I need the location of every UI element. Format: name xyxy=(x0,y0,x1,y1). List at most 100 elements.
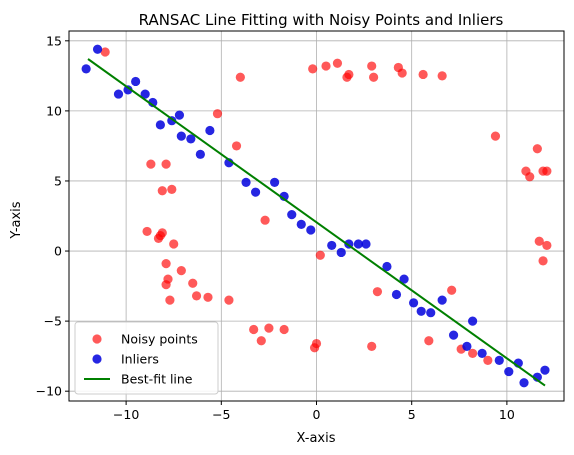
data-point xyxy=(250,187,261,197)
y-tick-label: 0 xyxy=(54,244,62,259)
data-point xyxy=(426,308,436,318)
data-point xyxy=(494,355,504,365)
data-point xyxy=(361,239,371,249)
data-point xyxy=(161,259,171,269)
data-point xyxy=(100,47,110,57)
y-tick-label: 5 xyxy=(54,173,62,188)
data-point xyxy=(332,58,343,68)
legend-entry-label: Best-fit line xyxy=(121,372,193,387)
data-point xyxy=(542,240,552,251)
data-point xyxy=(296,219,306,230)
x-tick-label: 0 xyxy=(313,407,321,422)
data-point xyxy=(279,324,289,335)
data-point xyxy=(382,261,392,272)
series-inliers xyxy=(81,44,550,388)
legend-marker xyxy=(92,334,102,344)
data-point xyxy=(306,225,316,235)
data-point xyxy=(468,348,478,358)
data-point xyxy=(203,292,213,302)
data-point xyxy=(519,378,529,388)
data-point xyxy=(336,247,346,258)
data-point xyxy=(249,324,259,335)
grid-lines xyxy=(69,31,564,401)
data-point xyxy=(542,166,552,176)
data-point xyxy=(483,355,493,365)
data-point xyxy=(169,239,179,249)
data-point xyxy=(367,61,377,71)
data-point xyxy=(490,131,501,141)
y-tick-label: −10 xyxy=(36,384,62,399)
data-point xyxy=(161,159,171,169)
data-point xyxy=(270,177,280,187)
data-point xyxy=(308,64,318,74)
y-tick-label: −5 xyxy=(44,314,62,329)
data-point xyxy=(504,366,514,377)
data-point xyxy=(397,68,407,78)
data-point xyxy=(81,64,91,74)
data-point xyxy=(468,316,478,326)
legend: Noisy points Inliers Best-fit line xyxy=(74,321,219,395)
data-point xyxy=(224,295,234,305)
x-tick-label: 10 xyxy=(499,407,515,422)
data-point xyxy=(146,159,156,169)
data-point xyxy=(165,295,175,305)
data-point xyxy=(157,186,167,196)
data-point xyxy=(399,274,409,284)
x-tick-label: −10 xyxy=(113,407,139,422)
x-tick-label: −5 xyxy=(212,407,230,422)
data-point xyxy=(174,110,185,120)
data-point xyxy=(212,109,223,119)
data-point xyxy=(142,226,152,237)
data-point xyxy=(525,172,535,182)
x-tick-label: 5 xyxy=(408,407,416,422)
data-point xyxy=(424,336,434,346)
series-best-fit-line xyxy=(87,58,546,387)
data-marks xyxy=(81,44,552,388)
data-point xyxy=(157,228,167,238)
data-point xyxy=(113,89,124,99)
series-noisy-points xyxy=(100,47,552,365)
y-tick-label: 15 xyxy=(46,33,62,48)
data-point xyxy=(540,365,550,375)
data-point xyxy=(372,287,383,297)
data-point xyxy=(448,330,459,340)
data-point xyxy=(176,131,186,141)
data-point xyxy=(321,61,331,71)
data-point xyxy=(437,71,447,81)
data-point xyxy=(408,298,419,308)
data-point xyxy=(437,295,447,305)
data-point xyxy=(447,285,457,295)
data-point xyxy=(311,338,322,349)
data-point xyxy=(205,125,215,136)
data-point xyxy=(231,141,242,151)
data-point xyxy=(186,134,196,144)
data-point xyxy=(131,76,141,87)
data-point xyxy=(235,72,245,82)
data-point xyxy=(418,69,428,80)
data-point xyxy=(287,209,297,220)
data-point xyxy=(462,341,472,351)
data-point xyxy=(344,69,354,80)
data-point xyxy=(534,236,544,246)
data-point xyxy=(264,323,274,333)
legend-marker xyxy=(92,354,102,364)
data-point xyxy=(538,256,548,266)
data-point xyxy=(477,348,487,358)
data-point xyxy=(140,89,150,99)
data-point xyxy=(532,144,542,154)
legend-entry-label: Noisy points xyxy=(121,332,198,347)
data-point xyxy=(391,289,402,300)
data-point xyxy=(191,291,202,301)
legend-box xyxy=(74,321,219,395)
y-tick-label: 10 xyxy=(46,103,62,118)
data-point xyxy=(155,120,165,130)
data-point xyxy=(369,72,379,82)
data-point xyxy=(176,266,186,276)
data-point xyxy=(195,149,205,159)
legend-entry-label: Inliers xyxy=(121,352,159,367)
data-point xyxy=(161,280,171,290)
x-axis-label: X-axis xyxy=(297,431,336,446)
data-point xyxy=(256,336,266,346)
y-axis-label: Y-axis xyxy=(9,201,24,239)
